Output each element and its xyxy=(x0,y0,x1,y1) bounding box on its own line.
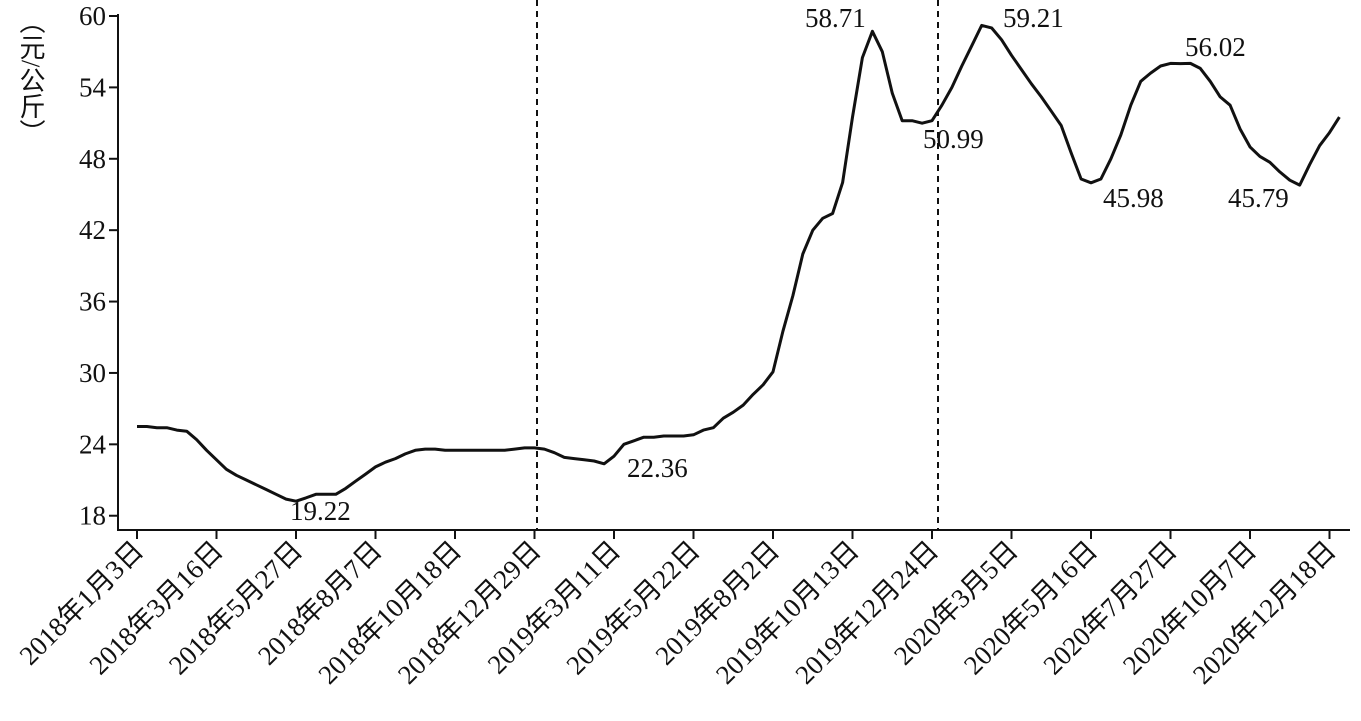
y-tick-label: 60 xyxy=(79,1,106,31)
x-tick-label: 2018年10月18日 xyxy=(312,535,467,690)
annotation: 22.36 xyxy=(627,453,688,483)
x-tick-label: 2019年12月24日 xyxy=(789,535,944,690)
y-tick-label: 54 xyxy=(79,72,107,102)
y-tick-label: 30 xyxy=(79,358,106,388)
annotation: 56.02 xyxy=(1185,32,1246,62)
y-tick-label: 42 xyxy=(79,215,106,245)
annotation: 50.99 xyxy=(923,124,984,154)
annotation: 59.21 xyxy=(1003,3,1064,33)
annotation: 19.22 xyxy=(290,496,351,526)
annotation: 45.79 xyxy=(1228,183,1289,213)
annotation: 58.71 xyxy=(805,3,866,33)
y-tick-label: 48 xyxy=(79,144,106,174)
x-tick-label: 2018年12月29日 xyxy=(392,535,547,690)
annotation: 45.98 xyxy=(1103,183,1164,213)
x-tick-label: 2020年12月18日 xyxy=(1187,535,1342,690)
y-tick-label: 36 xyxy=(79,287,106,317)
line xyxy=(137,23,1341,503)
y-axis-title: （元/公斤） xyxy=(16,8,45,145)
x-tick-label: 2019年10月13日 xyxy=(710,535,865,690)
y-tick-label: 24 xyxy=(79,429,107,459)
y-tick-label: 18 xyxy=(79,501,106,531)
